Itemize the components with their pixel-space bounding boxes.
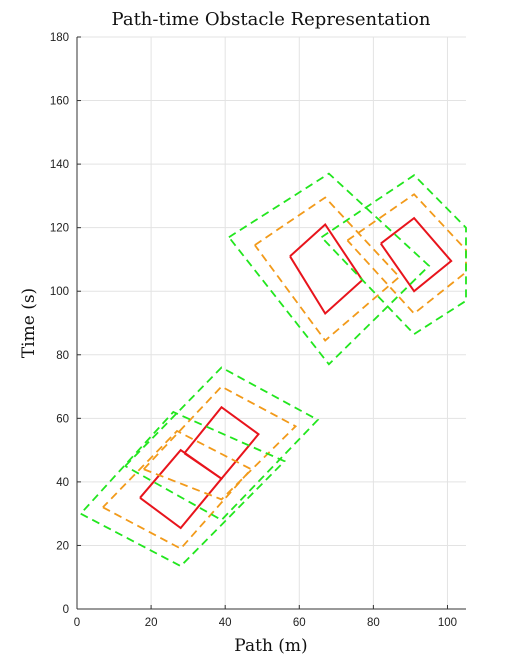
x-axis-label: Path (m) [234, 636, 307, 656]
y-tick-label: 0 [63, 604, 69, 616]
y-tick-label: 160 [50, 96, 69, 108]
outer-boundary-polygon [80, 410, 287, 568]
y-tick-label: 100 [50, 286, 69, 298]
outer-boundary-polygon [320, 174, 467, 336]
obstacle-polygon [183, 405, 260, 481]
y-tick-label: 40 [56, 477, 69, 489]
y-tick-label: 60 [56, 413, 69, 425]
axes [76, 37, 466, 610]
x-tick-label: 80 [367, 617, 380, 629]
y-tick-label: 140 [50, 159, 69, 171]
y-tick-label: 20 [56, 540, 69, 552]
x-tick-label: 40 [219, 617, 232, 629]
y-tick-label: 180 [50, 32, 69, 44]
chart-title: Path-time Obstacle Representation [112, 9, 431, 30]
tick-labels: 0 20 40 60 80 100 0 20 40 60 80 100 120 140 160 180 [50, 32, 457, 629]
y-tick-label: 120 [50, 223, 69, 235]
x-tick-label: 100 [438, 617, 457, 629]
y-tick-label: 80 [56, 350, 69, 362]
inner-boundary-polygon [102, 429, 253, 550]
y-axis-label: Time (s) [19, 288, 39, 358]
inner-boundary-polygon [143, 385, 298, 501]
plot-series [80, 172, 467, 568]
outer-boundary-polygon [124, 366, 320, 522]
x-tick-label: 20 [145, 617, 158, 629]
grid [76, 36, 466, 610]
x-tick-label: 0 [74, 617, 80, 629]
inner-boundary-polygon [346, 193, 467, 315]
obstacle-polygon [379, 216, 453, 293]
inner-boundary-polygon [254, 196, 401, 342]
outer-boundary-polygon [228, 172, 431, 366]
x-tick-label: 60 [293, 617, 306, 629]
